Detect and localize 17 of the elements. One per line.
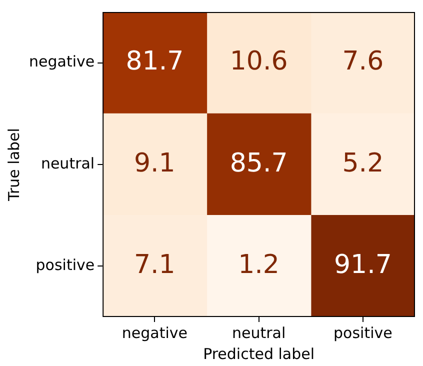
y-tick-label: positive [36,256,95,274]
data-label: 9.1 [134,148,176,178]
x-tick-label: positive [334,324,392,342]
y-axis-title: True label [4,128,23,202]
y-tick-label: negative [28,52,95,71]
data-label: 7.6 [342,46,384,77]
data-label: 7.1 [134,250,176,280]
data-label: 85.7 [230,148,288,178]
data-label: 10.6 [230,46,288,77]
x-tick-label: negative [122,324,188,342]
data-label: 91.7 [334,250,392,280]
x-axis-title: Predicted label [203,344,315,363]
y-tick-label: neutral [40,154,95,172]
x-tick-label: neutral [232,324,286,342]
data-label: 1.2 [238,250,280,280]
data-label: 81.7 [126,46,184,77]
data-label: 5.2 [342,148,384,178]
